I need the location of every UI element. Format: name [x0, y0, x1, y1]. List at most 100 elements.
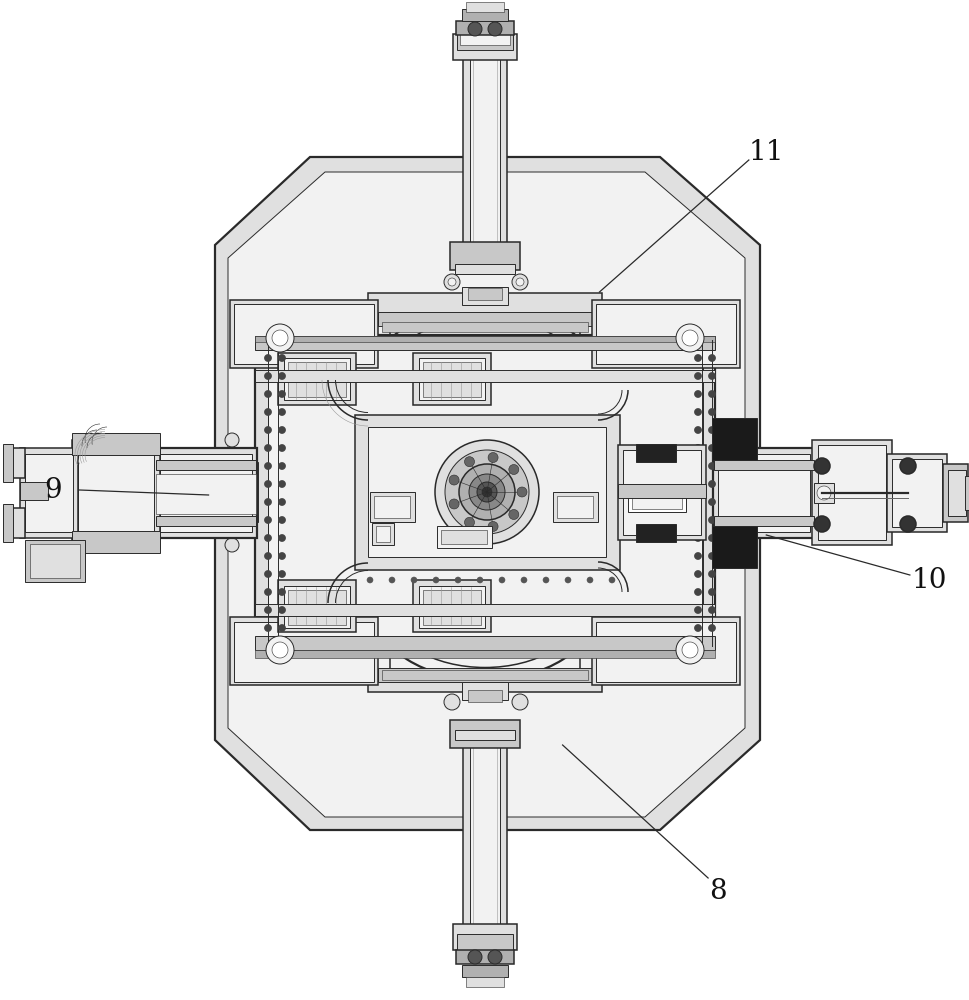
Bar — [465, 2, 504, 12]
Bar — [462, 30, 507, 250]
Circle shape — [444, 274, 459, 290]
Polygon shape — [215, 157, 760, 830]
Bar — [378, 668, 591, 682]
Circle shape — [707, 462, 715, 470]
Text: 8: 8 — [708, 878, 726, 906]
Circle shape — [694, 444, 701, 452]
Circle shape — [225, 538, 238, 552]
Bar — [470, 735, 499, 955]
Bar — [378, 312, 591, 326]
Circle shape — [278, 588, 285, 595]
Circle shape — [707, 570, 715, 578]
Circle shape — [675, 324, 703, 352]
Bar — [20, 448, 78, 538]
Bar — [622, 450, 701, 535]
Circle shape — [543, 437, 548, 443]
Bar — [713, 516, 813, 526]
Bar — [711, 462, 754, 522]
Bar — [461, 9, 508, 21]
Circle shape — [707, 408, 715, 416]
Circle shape — [265, 481, 271, 488]
Circle shape — [265, 516, 271, 524]
Circle shape — [278, 426, 285, 434]
Circle shape — [564, 537, 571, 543]
Circle shape — [487, 950, 502, 964]
Circle shape — [609, 437, 614, 443]
Circle shape — [694, 408, 701, 416]
Bar — [556, 496, 592, 518]
Bar — [713, 460, 813, 470]
Bar — [288, 362, 346, 397]
Bar — [369, 492, 415, 522]
Circle shape — [675, 636, 703, 664]
Bar — [419, 358, 484, 400]
Circle shape — [564, 497, 571, 503]
Circle shape — [564, 417, 571, 423]
Bar — [595, 622, 735, 682]
Circle shape — [899, 516, 915, 532]
Circle shape — [265, 624, 271, 632]
Bar — [288, 590, 346, 625]
Bar — [595, 304, 735, 364]
Bar — [255, 370, 714, 382]
Bar — [817, 445, 885, 540]
Circle shape — [389, 477, 394, 483]
Circle shape — [389, 417, 394, 423]
Circle shape — [432, 457, 439, 463]
Circle shape — [586, 477, 592, 483]
Circle shape — [543, 417, 548, 423]
Circle shape — [290, 314, 326, 350]
Bar — [422, 362, 481, 397]
Circle shape — [265, 570, 271, 578]
Circle shape — [411, 457, 417, 463]
Circle shape — [432, 497, 439, 503]
Circle shape — [432, 577, 439, 583]
Circle shape — [586, 557, 592, 563]
Circle shape — [464, 517, 474, 527]
Bar — [456, 934, 513, 952]
Circle shape — [609, 417, 614, 423]
Circle shape — [278, 606, 285, 613]
Circle shape — [280, 304, 335, 360]
Circle shape — [477, 577, 483, 583]
Bar — [25, 454, 73, 532]
Bar — [382, 670, 587, 680]
Circle shape — [520, 577, 526, 583]
Bar — [636, 524, 675, 542]
Circle shape — [694, 624, 701, 632]
Bar — [413, 353, 490, 405]
Bar — [811, 440, 891, 545]
Circle shape — [389, 437, 394, 443]
Bar — [711, 526, 756, 568]
Circle shape — [681, 330, 698, 346]
Circle shape — [271, 330, 288, 346]
Bar — [712, 448, 814, 538]
Circle shape — [564, 457, 571, 463]
Bar — [459, 33, 510, 45]
Circle shape — [366, 557, 373, 563]
Bar — [255, 335, 714, 650]
Bar — [461, 287, 508, 305]
Bar — [454, 264, 515, 274]
Circle shape — [707, 606, 715, 613]
Circle shape — [278, 408, 285, 416]
Circle shape — [432, 477, 439, 483]
Bar — [230, 300, 378, 368]
Circle shape — [278, 516, 285, 524]
Bar — [20, 482, 47, 500]
Circle shape — [278, 498, 285, 506]
Circle shape — [366, 497, 373, 503]
Bar — [636, 444, 675, 462]
Circle shape — [411, 477, 417, 483]
Circle shape — [813, 458, 829, 474]
Circle shape — [813, 516, 829, 532]
Circle shape — [586, 537, 592, 543]
Bar — [25, 540, 85, 582]
Circle shape — [564, 517, 571, 523]
Bar — [3, 504, 13, 542]
Circle shape — [265, 588, 271, 595]
Circle shape — [389, 517, 394, 523]
Circle shape — [265, 408, 271, 416]
Circle shape — [609, 457, 614, 463]
Circle shape — [516, 278, 523, 286]
